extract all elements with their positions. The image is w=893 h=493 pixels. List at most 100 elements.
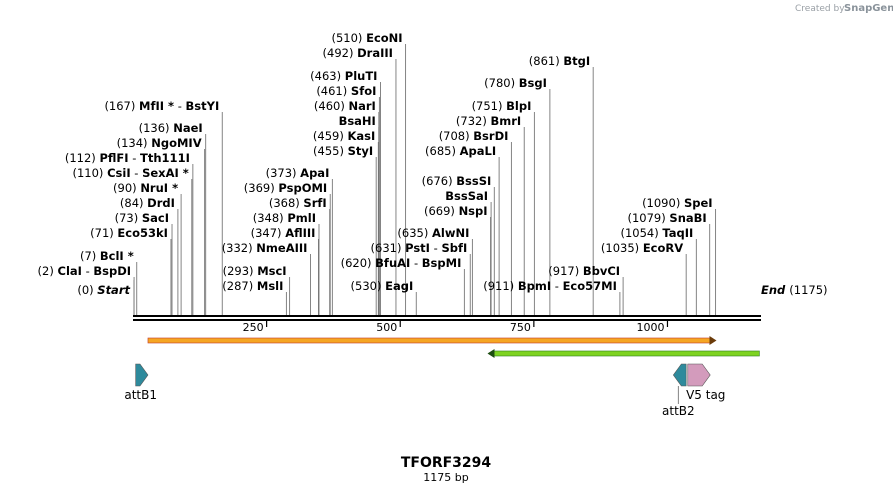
feature-shape [135,363,149,387]
end-end: End (1175) [761,283,828,297]
site-name: ClaI [58,264,82,278]
site-label: (287) MslI [222,279,283,293]
site-drdi[interactable]: (84) DrdI [120,196,179,315]
site-pmli[interactable]: (348) PmlI [253,211,320,315]
site-position: (1090) [642,196,684,210]
site-name: PflFI [99,151,128,165]
site-label: (332) NmeAIII [222,241,308,255]
scale-ticks: 250 500 750 1000 [243,321,669,334]
site-eco53ki[interactable]: (71) Eco53kI [90,226,172,315]
site-label: (917) BbvCI [548,264,620,278]
feature-attb1[interactable]: attB1 [124,363,157,402]
site-bsrdi[interactable]: (708) BsrDI [439,129,512,315]
site-nmeaiii[interactable]: (332) NmeAIII [222,241,311,315]
site-position: (373) [266,166,301,180]
site-name: MfII * [139,99,174,113]
restriction-sites: (7) BclI *(2) ClaI - BspDI(71) Eco53kI(7… [38,31,717,315]
site-label: (73) SacI [115,211,169,225]
feature-orf2[interactable] [487,349,760,358]
site-clai[interactable]: (2) ClaI - BspDI [38,264,135,315]
site-saci[interactable]: (73) SacI [115,211,173,315]
site-csii[interactable]: (110) CsiI - SexAI * [73,166,193,315]
site-label: (1054) TaqII [621,226,694,240]
site-name: BmrI [491,114,522,128]
site-label: (463) PluTI [310,69,377,83]
site-msci[interactable]: (293) MscI [223,264,291,315]
site-nrui[interactable]: (90) NruI * [113,181,182,315]
site-bsssi[interactable]: (676) BssSI [422,174,495,315]
site-separator: - [410,256,421,270]
site-name: BfuAI [375,256,410,270]
site-position: (460) [314,99,349,113]
site-naei[interactable]: (136) NaeI [139,121,207,315]
site-econi[interactable]: (510) EcoNI [332,31,407,315]
site-name: BssSI [456,174,491,188]
site-alwni[interactable]: (635) AlwNI [397,226,473,315]
site-afliii[interactable]: (347) AflIII [251,226,319,315]
site-apai[interactable]: (373) ApaI [266,166,333,315]
site-bmri[interactable]: (732) BmrI [456,114,525,315]
site-ecorv[interactable]: (1035) EcoRV [601,241,687,315]
site-apali[interactable]: (685) ApaLI [425,144,500,315]
site-position: (136) [139,121,174,135]
site-label: (1079) SnaBI [628,211,707,225]
site-position: (780) [484,76,519,90]
site-name: CsiI [107,166,131,180]
orf-arrowhead [487,349,495,358]
site-name: EagI [385,279,413,293]
site-label: (373) ApaI [266,166,330,180]
feature-label: attB1 [124,388,157,402]
site-styi[interactable]: (455) StyI [313,144,377,315]
site-position: (751) [472,99,507,113]
backbone [133,315,761,321]
site-position: (861) [529,54,564,68]
site-pluti[interactable]: (463) PluTI [310,69,381,315]
site-label: (84) DrdI [120,196,175,210]
site-position: (635) [397,226,432,240]
site-position: (1035) [601,241,643,255]
site-bsssai[interactable]: BssSaI [445,189,492,315]
site-draiii[interactable]: (492) DraIII [323,46,397,315]
site-taqii[interactable]: (1054) TaqII [621,226,697,315]
site-pspomi[interactable]: (369) PspOMI [244,181,331,315]
site-snabi[interactable]: (1079) SnaBI [628,211,711,315]
tick-label: 750 [510,321,531,334]
site-msli[interactable]: (287) MslI [222,279,287,315]
site-psti[interactable]: (631) PstI - SbfI [371,241,471,315]
site-kasi[interactable]: (459) KasI [313,129,379,315]
site-position: (620) [341,256,376,270]
site-ngomiv[interactable]: (134) NgoMIV [117,136,206,315]
site-label: (455) StyI [313,144,373,158]
site-bsgi[interactable]: (780) BsgI [484,76,551,315]
site-blpi[interactable]: (751) BlpI [472,99,535,315]
site-bbvci[interactable]: (917) BbvCI [548,264,624,315]
site-name: PstI [405,241,430,255]
site-bfuai[interactable]: (620) BfuAI - BspMI [341,256,465,315]
site-name: EcoRV [643,241,683,255]
site-nspi[interactable]: (669) NspI [424,204,492,315]
site-spei[interactable]: (1090) SpeI [642,196,717,315]
site-separator: - [174,99,185,113]
orf-bar [493,350,760,357]
site-eagi[interactable]: (530) EagI [351,279,417,315]
site-sfoi[interactable]: (461) SfoI [316,84,380,315]
site-mfii[interactable]: (167) MfII * - BstYI [104,99,223,315]
site-srfi[interactable]: (368) SrfI [269,196,331,315]
site-nari[interactable]: (460) NarI [314,99,380,315]
site-alt-name: Eco57MI [563,279,617,293]
site-label: (732) BmrI [456,114,521,128]
site-position: (510) [332,31,367,45]
feature-v5-tag[interactable]: V5 tag [686,363,725,402]
site-btgi[interactable]: (861) BtgI [529,54,594,315]
site-pflfi[interactable]: (112) PflFI - Tth111I [65,151,194,315]
site-position: (2) [38,264,58,278]
site-bpmi[interactable]: (911) BpmI - Eco57MI [483,279,621,315]
site-bcli[interactable]: (7) BclI * [80,249,138,315]
feature-attb2[interactable]: attB2 [662,363,695,418]
feature-orf[interactable] [147,336,717,345]
orf-arrowhead [709,336,717,345]
site-label: (1090) SpeI [642,196,713,210]
site-label: (780) BsgI [484,76,547,90]
site-label: (110) CsiI - SexAI * [73,166,189,180]
